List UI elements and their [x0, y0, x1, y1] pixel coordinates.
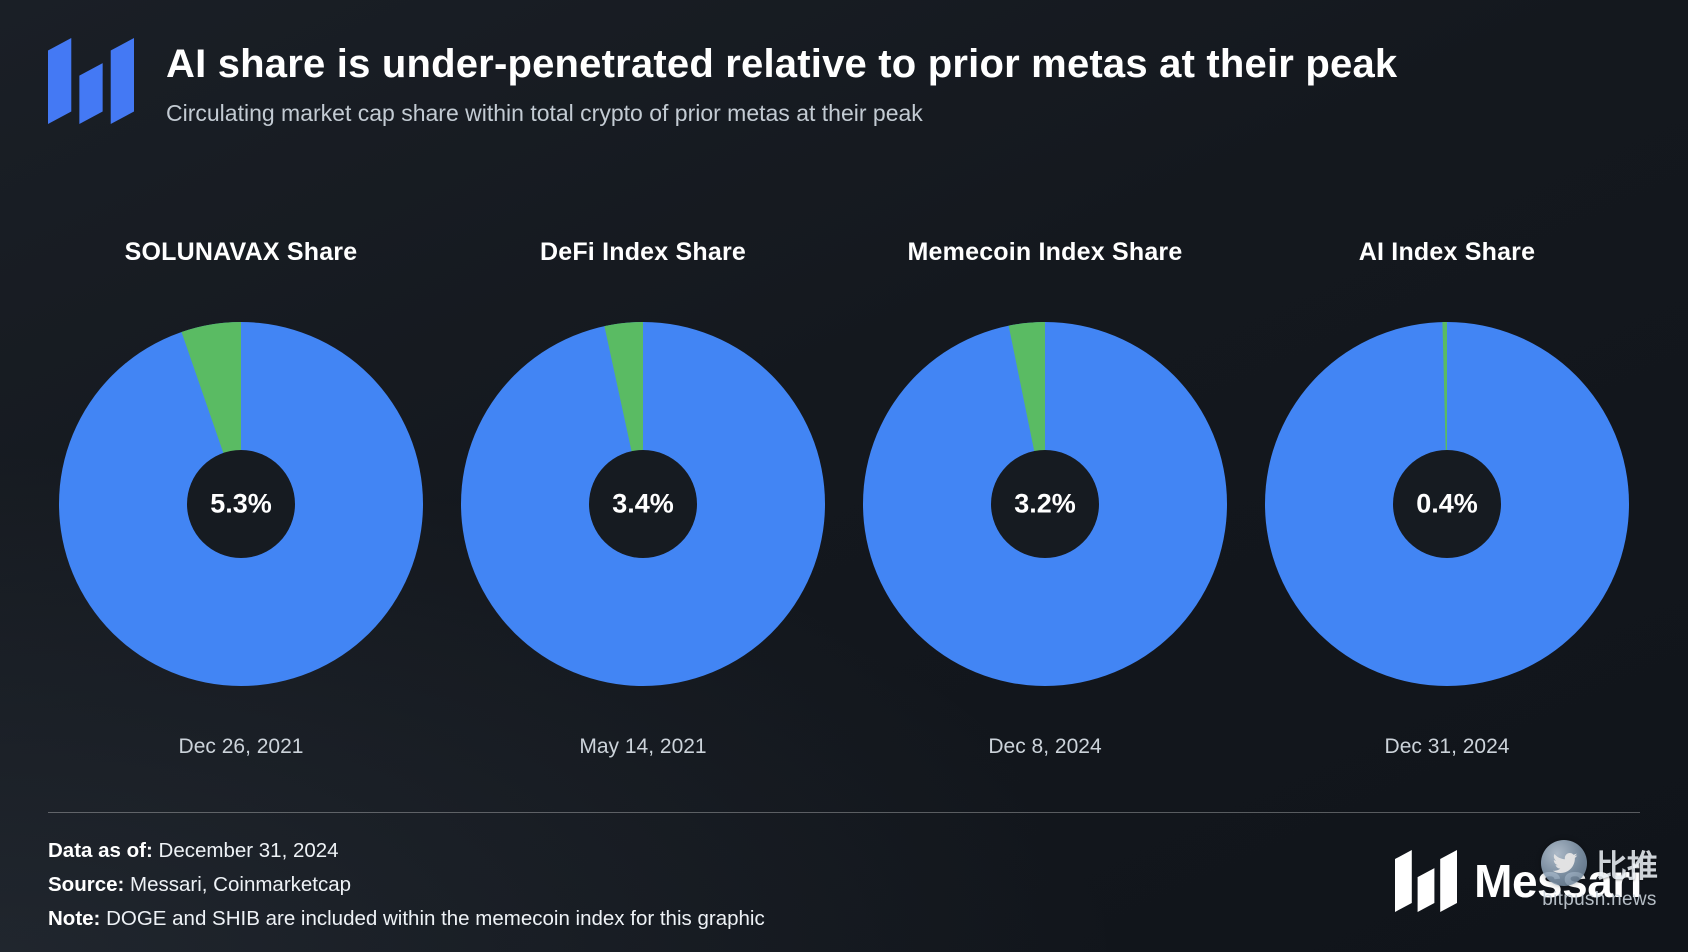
donut-chart: 0.4%	[1264, 321, 1630, 687]
data-as-of-label: Data as of:	[48, 839, 153, 862]
data-as-of-value: December 31, 2024	[158, 839, 339, 862]
donut-center-label: 5.3%	[210, 488, 272, 519]
donut-center-label: 3.2%	[1014, 488, 1076, 519]
bitpush-bird-icon	[1541, 840, 1587, 886]
donut-chart: 5.3%	[58, 321, 424, 687]
data-as-of-line: Data as of: December 31, 2024	[48, 834, 765, 868]
source-value: Messari, Coinmarketcap	[130, 873, 352, 896]
chart-memecoin: Memecoin Index Share 3.2% Dec 8, 2024	[844, 238, 1246, 759]
donut-svg	[1264, 321, 1630, 687]
bitpush-watermark: 比推 bitpush.news	[1541, 840, 1658, 911]
watermark-domain: bitpush.news	[1542, 889, 1657, 910]
watermark-cjk-text: 比推	[1596, 848, 1658, 884]
chart-defi: DeFi Index Share 3.4% May 14, 2021	[442, 238, 844, 759]
note-value: DOGE and SHIB are included within the me…	[106, 907, 765, 930]
chart-date: Dec 31, 2024	[1384, 735, 1510, 758]
watermark-row: 比推	[1541, 840, 1658, 886]
chart-title: DeFi Index Share	[539, 238, 747, 266]
page-title: AI share is under-penetrated relative to…	[166, 42, 1398, 86]
donut-center-label: 0.4%	[1416, 488, 1478, 519]
chart-date: Dec 26, 2021	[178, 735, 304, 758]
messari-logo-mark	[48, 38, 134, 124]
donut-chart: 3.4%	[460, 321, 826, 687]
donut-center-label: 3.4%	[612, 488, 674, 519]
donut-charts-grid: SOLUNAVAX Share 5.3% Dec 26, 2021 DeFi I…	[40, 238, 1648, 759]
header: AI share is under-penetrated relative to…	[166, 42, 1397, 127]
footer-divider	[48, 812, 1640, 813]
note-label: Note:	[48, 907, 101, 930]
chart-date: May 14, 2021	[579, 735, 707, 758]
donut-svg	[862, 321, 1228, 687]
chart-title: Memecoin Index Share	[907, 238, 1183, 266]
chart-ai: AI Index Share 0.4% Dec 31, 2024	[1246, 238, 1648, 759]
footer-meta: Data as of: December 31, 2024 Source: Me…	[48, 834, 765, 936]
note-line: Note: DOGE and SHIB are included within …	[48, 902, 765, 936]
donut-svg	[460, 321, 826, 687]
chart-solunavax: SOLUNAVAX Share 5.3% Dec 26, 2021	[40, 238, 442, 759]
chart-title: SOLUNAVAX Share	[124, 238, 358, 266]
source-line: Source: Messari, Coinmarketcap	[48, 868, 765, 902]
messari-brand-mark-icon	[1395, 850, 1458, 912]
donut-svg	[58, 321, 424, 687]
source-label: Source:	[48, 873, 125, 896]
chart-title: AI Index Share	[1358, 238, 1536, 266]
messari-logo-icon	[48, 38, 134, 124]
donut-chart: 3.2%	[862, 321, 1228, 687]
chart-date: Dec 8, 2024	[988, 735, 1102, 758]
page-subtitle: Circulating market cap share within tota…	[166, 100, 923, 126]
